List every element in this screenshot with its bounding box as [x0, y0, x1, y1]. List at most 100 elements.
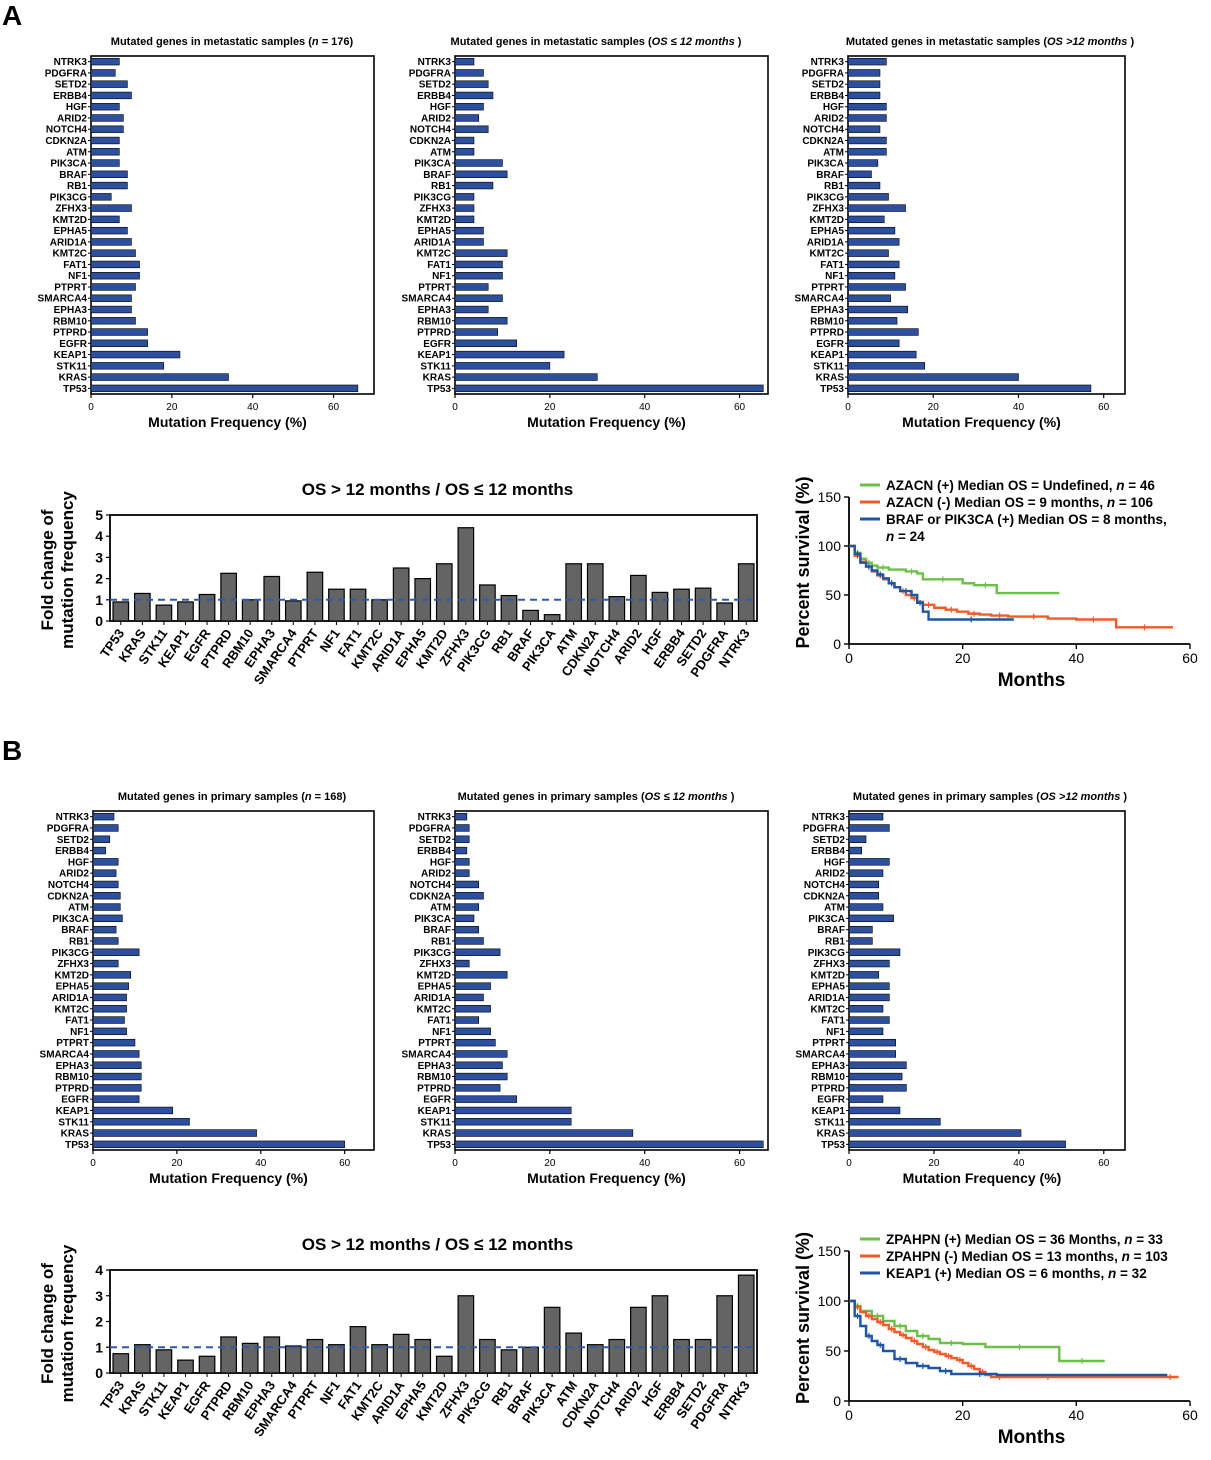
b4-y-tick-label: 2: [95, 1314, 103, 1330]
b1-bar-pdgfra: [92, 824, 119, 832]
b1-bar-ptprt: [92, 1038, 136, 1047]
b3-title: Mutated genes in primary samples (OS >12…: [853, 791, 1128, 803]
a1-label-keap1: KEAP1: [54, 350, 88, 361]
b2-label-kmt2d: KMT2D: [417, 970, 451, 981]
b2-bar-tp53: [454, 1140, 764, 1149]
b3-label-rbm10: RBM10: [811, 1072, 845, 1083]
b4-bar-setd2: [694, 1338, 712, 1374]
a3-x-tick-label: 60: [1098, 402, 1110, 413]
a2-label-rb1: RB1: [431, 181, 451, 192]
b3-bar-epha5: [848, 982, 890, 990]
a1-x-axis-title: Mutation Frequency (%): [148, 414, 307, 430]
b4-y-tick-label: 1: [95, 1339, 103, 1355]
a1-bar-keap1: [90, 350, 181, 359]
b2-bar-rb1: [454, 937, 484, 945]
a4-bar-atm: [565, 563, 583, 622]
a3-plot-frame: [847, 55, 1126, 395]
a4-bar-nf1: [328, 588, 345, 622]
b2-label-pik3ca: PIK3CA: [414, 914, 451, 925]
b1-x-axis-title: Mutation Frequency (%): [149, 1170, 308, 1186]
b2-bar-ptprt: [454, 1038, 496, 1047]
b1-plot-frame: [92, 810, 375, 1151]
b3-label-atm: ATM: [824, 903, 845, 914]
a3-label-egfr: EGFR: [816, 339, 845, 350]
b3-bar-epha3: [848, 1061, 907, 1069]
a1-bar-setd2: [90, 80, 128, 88]
b4-bar-kmt2c: [371, 1344, 388, 1374]
b2-x-tick-label: 0: [452, 1158, 458, 1169]
b4-bar-ptprt: [306, 1338, 324, 1374]
a3-x-tick-label: 40: [1013, 402, 1025, 413]
b3-label-erbb4: ERBB4: [811, 846, 845, 857]
b3-label-kras: KRAS: [817, 1129, 846, 1140]
chart-b1-primary-all: Mutated genes in primary samples (n = 16…: [40, 791, 375, 1186]
a3-x-tick-label: 0: [845, 402, 851, 413]
a1-label-rbm10: RBM10: [53, 316, 87, 327]
b1-bar-nf1: [92, 1027, 127, 1036]
a2-label-kras: KRAS: [423, 373, 452, 384]
b2-label-kmt2c: KMT2C: [417, 1004, 451, 1015]
b2-label-egfr: EGFR: [423, 1095, 452, 1106]
a3-bar-hgf: [847, 103, 887, 111]
b2-label-arid2: ARID2: [421, 869, 451, 880]
a1-bar-pdgfra: [90, 69, 116, 77]
a4-bar-hgf: [651, 591, 669, 622]
a2-label-notch4: NOTCH4: [410, 125, 452, 136]
b5-legend-text-1: ZPAHPN (-) Median OS = 13 months, n = 10…: [886, 1249, 1168, 1264]
b4-bar-erbb4: [673, 1338, 690, 1374]
b2-bar-pik3ca: [454, 914, 475, 923]
b3-bar-pdgfra: [848, 824, 890, 832]
chart-b5-survival: 0 50 100 150 0 20 40 60 Months Percent survival (…: [793, 1232, 1198, 1448]
b1-x-tick-label: 40: [255, 1158, 267, 1169]
a5-y-axis-title: Percent survival (%): [793, 476, 813, 648]
b2-bar-rbm10: [454, 1072, 508, 1081]
b1-label-arid2: ARID2: [59, 869, 89, 880]
b5-y-tick-label: 0: [833, 1393, 841, 1409]
a3-label-ptprd: PTPRD: [810, 328, 844, 339]
a2-bar-pik3cg: [454, 193, 475, 201]
b3-label-pdgfra: PDGFRA: [803, 823, 845, 834]
a1-label-fat1: FAT1: [63, 260, 87, 271]
a1-bar-arid2: [90, 114, 124, 122]
a3-bar-epha5: [847, 226, 896, 235]
b2-label-nf1: NF1: [432, 1027, 451, 1038]
b1-title: Mutated genes in primary samples (n = 16…: [118, 791, 347, 803]
b2-x-tick-label: 60: [734, 1158, 746, 1169]
b4-bar-keap1: [177, 1359, 194, 1374]
a3-bar-setd2: [847, 80, 881, 88]
a1-label-braf: BRAF: [59, 170, 87, 181]
a2-x-tick-label: 40: [639, 402, 651, 413]
b1-label-epha5: EPHA5: [56, 982, 90, 993]
a1-label-pdgfra: PDGFRA: [45, 68, 87, 79]
b3-label-stk11: STK11: [814, 1117, 845, 1128]
b1-label-kmt2c: KMT2C: [55, 1004, 89, 1015]
b1-bar-arid1a: [92, 993, 127, 1002]
b3-bar-braf: [848, 925, 873, 934]
b1-bar-fat1: [92, 1016, 125, 1024]
b1-bar-smarca4: [92, 1050, 140, 1058]
a1-bar-ptprd: [90, 328, 148, 336]
a1-label-pik3cg: PIK3CG: [50, 192, 87, 203]
b4-bar-hgf: [651, 1295, 669, 1374]
a3-bar-tp53: [847, 384, 1092, 393]
a1-label-atm: ATM: [66, 147, 87, 158]
a2-bar-kmt2c: [454, 249, 508, 257]
b2-label-rb1: RB1: [431, 936, 451, 947]
a2-label-braf: BRAF: [423, 170, 451, 181]
a3-label-epha3: EPHA3: [811, 305, 845, 316]
b2-bar-epha5: [454, 982, 491, 990]
b3-label-arid1a: ARID1A: [808, 993, 845, 1004]
a4-bar-setd2: [694, 587, 712, 622]
b4-bar-rb1: [500, 1349, 518, 1374]
a3-label-keap1: KEAP1: [811, 350, 845, 361]
b2-bar-ptprd: [454, 1084, 501, 1092]
b3-bar-hgf: [848, 858, 890, 866]
a2-x-tick-label: 20: [544, 402, 556, 413]
b1-bar-zfhx3: [92, 959, 119, 968]
b3-x-tick-label: 40: [1013, 1158, 1025, 1169]
a1-label-tp53: TP53: [63, 384, 87, 395]
a2-label-rbm10: RBM10: [417, 316, 451, 327]
b3-bar-erbb4: [848, 846, 863, 855]
a5-legend-text-3: n = 24: [886, 529, 925, 544]
